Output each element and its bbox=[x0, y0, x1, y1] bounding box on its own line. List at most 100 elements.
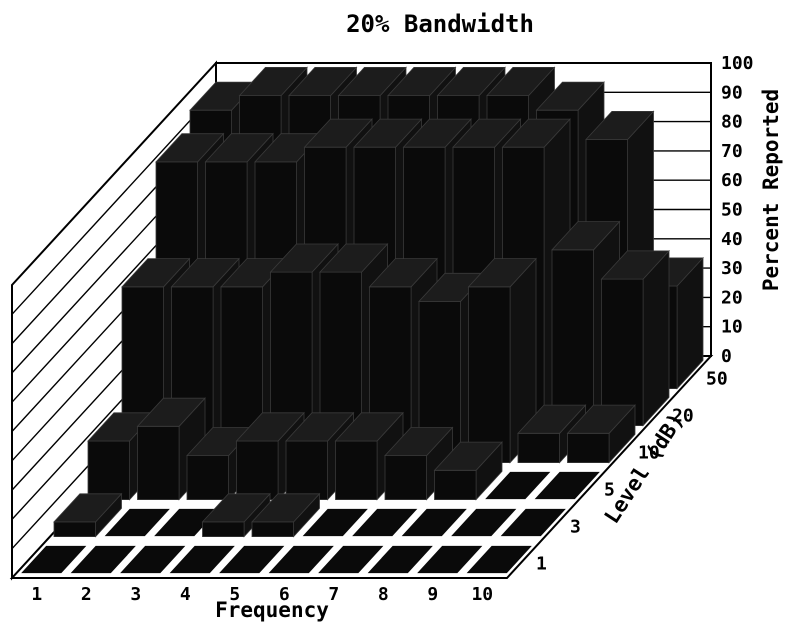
z-tick-label: 70 bbox=[721, 141, 743, 162]
floor-tile bbox=[399, 507, 470, 538]
x-tick-label: 9 bbox=[427, 584, 438, 605]
floor-tile bbox=[482, 470, 553, 501]
floor-tile bbox=[532, 470, 603, 501]
bar bbox=[53, 492, 123, 538]
bar-top bbox=[121, 258, 191, 288]
x-tick-label: 6 bbox=[279, 584, 290, 605]
bar-front bbox=[236, 440, 279, 501]
y-tick-label: 3 bbox=[570, 517, 581, 538]
bar-top bbox=[551, 221, 621, 251]
bar-top bbox=[53, 493, 123, 523]
bar-top bbox=[402, 118, 472, 148]
bar-front bbox=[601, 278, 644, 427]
bar-top bbox=[238, 67, 308, 96]
bar-top bbox=[319, 243, 389, 273]
bar-top bbox=[433, 441, 503, 471]
bar-top bbox=[285, 412, 355, 442]
bar-top bbox=[517, 404, 587, 434]
bar-top bbox=[486, 67, 556, 96]
bar bbox=[600, 249, 670, 427]
bar-front bbox=[434, 469, 477, 501]
floor-tile bbox=[498, 507, 569, 538]
bar-front bbox=[384, 455, 428, 501]
bar-top bbox=[288, 67, 358, 96]
floor-tile bbox=[300, 507, 371, 538]
z-tick-label: 100 bbox=[721, 53, 754, 74]
x-tick-label: 3 bbox=[130, 584, 141, 605]
bar-front bbox=[551, 249, 594, 427]
bar-top bbox=[269, 243, 339, 273]
bar-top bbox=[155, 133, 225, 163]
bar bbox=[201, 492, 271, 538]
bar-top bbox=[387, 67, 457, 96]
chart-title: 20% Bandwidth bbox=[346, 10, 534, 38]
bar bbox=[136, 397, 206, 501]
x-tick-label: 8 bbox=[378, 584, 389, 605]
bar-front bbox=[186, 455, 230, 501]
bar-top bbox=[535, 81, 605, 111]
floor-tile bbox=[414, 544, 485, 575]
bar-top bbox=[452, 118, 522, 148]
bar-front bbox=[517, 432, 560, 464]
floor-tile bbox=[448, 507, 519, 538]
bar-top bbox=[334, 412, 404, 442]
bar-top bbox=[337, 67, 407, 96]
y-tick-label: 10 bbox=[638, 443, 660, 464]
bar-top bbox=[436, 67, 506, 96]
bar bbox=[384, 426, 454, 501]
x-tick-label: 2 bbox=[81, 584, 92, 605]
x-tick-label: 4 bbox=[180, 584, 191, 605]
bar bbox=[566, 404, 636, 464]
floor-tile bbox=[167, 544, 238, 575]
floor-tile bbox=[349, 507, 420, 538]
z-tick-label: 20 bbox=[721, 287, 743, 308]
bar-top bbox=[566, 404, 636, 434]
bar-top bbox=[384, 427, 454, 457]
x-tick-label: 5 bbox=[229, 584, 240, 605]
floor-tile bbox=[68, 544, 139, 575]
bar-front bbox=[335, 440, 378, 501]
y-tick-label: 50 bbox=[706, 369, 728, 390]
bar-top bbox=[467, 258, 537, 288]
bar-top bbox=[600, 250, 670, 280]
bar bbox=[433, 441, 503, 501]
bar-front bbox=[53, 521, 96, 537]
x-tick-label: 7 bbox=[328, 584, 339, 605]
floor-tile bbox=[117, 544, 188, 575]
floor-tile bbox=[266, 544, 337, 575]
floor-tile bbox=[315, 544, 386, 575]
floor-tile bbox=[102, 507, 173, 538]
bar-top bbox=[501, 118, 571, 148]
x-tick-label: 10 bbox=[471, 584, 493, 605]
y-tick-label: 1 bbox=[536, 554, 547, 575]
bar-front bbox=[202, 521, 245, 537]
bar bbox=[251, 492, 321, 538]
x-axis-title: Frequency bbox=[215, 598, 329, 622]
z-tick-label: 90 bbox=[721, 82, 743, 103]
bar-top bbox=[170, 258, 240, 288]
bar-top bbox=[251, 493, 321, 523]
z-tick-label: 30 bbox=[721, 258, 743, 279]
bar-front bbox=[567, 432, 610, 464]
bar-top bbox=[136, 397, 206, 427]
floor-tile bbox=[216, 544, 287, 575]
floor-tile bbox=[464, 544, 535, 575]
z-tick-label: 10 bbox=[721, 317, 743, 338]
z-tick-label: 40 bbox=[721, 229, 743, 250]
z-tick-label: 80 bbox=[721, 112, 743, 133]
floor-tile bbox=[18, 544, 89, 575]
bar-top bbox=[585, 111, 655, 140]
z-tick-label: 0 bbox=[721, 346, 732, 367]
bar-side bbox=[642, 249, 670, 427]
bar-front bbox=[137, 425, 180, 501]
z-tick-label: 50 bbox=[721, 200, 743, 221]
bar-front bbox=[251, 521, 295, 537]
bar-front bbox=[87, 440, 131, 501]
bar-top bbox=[353, 118, 423, 148]
y-tick-label: 20 bbox=[672, 406, 694, 427]
bars-group bbox=[53, 66, 704, 538]
x-tick-label: 1 bbox=[31, 584, 42, 605]
z-axis-title: Percent Reported bbox=[759, 89, 783, 291]
bar-front bbox=[285, 440, 329, 501]
